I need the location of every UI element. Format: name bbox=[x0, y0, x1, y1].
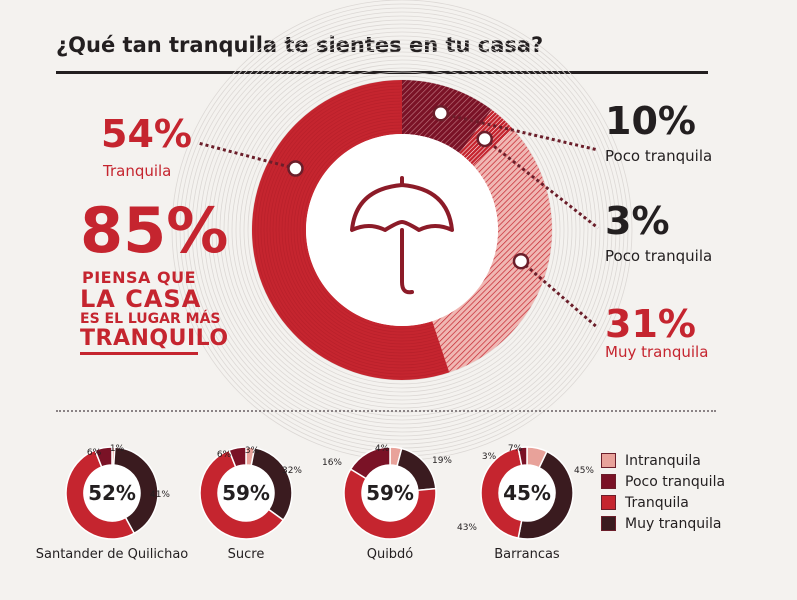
city-slice-label: 1% bbox=[110, 444, 125, 454]
city-slice-label: 16% bbox=[322, 458, 342, 468]
leader-tranquila-line bbox=[197, 141, 296, 170]
legend-swatch bbox=[601, 474, 616, 489]
city-donut-4: 45% 7% 45% 43% 3% bbox=[457, 444, 594, 540]
legend-item: Intranquila bbox=[601, 450, 725, 471]
stat-line4: TRANQUILO bbox=[80, 327, 228, 355]
city-label-barrancas: Barrancas bbox=[494, 547, 560, 562]
umbrella-icon bbox=[350, 176, 454, 295]
legend-label: Intranquila bbox=[625, 452, 701, 469]
city-label-quibdo: Quibdó bbox=[366, 547, 414, 562]
city-slice-label: 7% bbox=[508, 444, 523, 454]
legend: Intranquila Poco tranquila Tranquila Muy… bbox=[601, 450, 725, 534]
stat-value: 85% bbox=[80, 194, 229, 267]
city-donuts: 52%1%41%6%59%3%32%6%59%4%19%16%45%7%45%4… bbox=[65, 444, 594, 540]
slice-label-poco1: Poco tranquila bbox=[605, 147, 713, 165]
stat-line1: PIENSA QUE bbox=[82, 268, 196, 287]
city-donut-2: 59% 3% 32% 6% bbox=[199, 446, 302, 540]
city-label-santander: Santander de Quilichao bbox=[35, 547, 189, 562]
legend-label: Tranquila bbox=[625, 494, 689, 511]
legend-label: Poco tranquila bbox=[625, 473, 726, 490]
leader-muy-dot bbox=[512, 252, 530, 270]
leader-tranquila-dot bbox=[287, 160, 304, 177]
city-slice-label: 3% bbox=[245, 446, 260, 456]
slice-label-poco2: Poco tranquila bbox=[605, 247, 713, 265]
slice-label-muy: Muy tranquila bbox=[605, 343, 709, 361]
legend-item: Tranquila bbox=[601, 492, 725, 513]
slice-label-muy-pct: 31% bbox=[605, 302, 696, 346]
city-slice-label: 4% bbox=[375, 444, 390, 454]
legend-swatch bbox=[601, 495, 616, 510]
city-slice bbox=[65, 449, 136, 540]
leader-poco-1-dot bbox=[432, 105, 450, 122]
slice-label-poco1-pct: 10% bbox=[605, 99, 696, 143]
city-center-value: 59% bbox=[222, 481, 270, 505]
city-donut-3: 59% 4% 19% 16% bbox=[322, 444, 452, 540]
leader-poco-1-line bbox=[440, 111, 599, 152]
city-donut-1: 52% 1% 41% 6% bbox=[65, 444, 170, 540]
city-slice-label: 3% bbox=[482, 452, 497, 462]
city-center-value: 45% bbox=[503, 481, 551, 505]
city-label-sucre: Sucre bbox=[227, 547, 265, 562]
city-donut-hole bbox=[218, 465, 274, 521]
city-center-value: 52% bbox=[88, 481, 136, 505]
leader-poco-2-dot bbox=[476, 130, 493, 148]
legend-swatch bbox=[601, 453, 616, 468]
city-donut-hole bbox=[362, 465, 418, 521]
city-donut-hole bbox=[499, 465, 555, 521]
city-center-value: 59% bbox=[366, 481, 414, 505]
city-slice-label: 6% bbox=[217, 450, 232, 460]
stat-line2: LA CASA bbox=[80, 284, 202, 313]
city-slice-label: 41% bbox=[150, 490, 170, 500]
stat-text: PIENSA QUE LA CASA ES EL LUGAR MÁS TRANQ… bbox=[80, 268, 228, 355]
slice-tranquila bbox=[252, 80, 450, 380]
city-slice-label: 43% bbox=[457, 523, 477, 533]
legend-item: Poco tranquila bbox=[601, 471, 725, 492]
slice-label-tranquila: Tranquila bbox=[103, 162, 172, 180]
section-separator bbox=[56, 410, 716, 412]
slice-label-tranquila-pct: 54% bbox=[101, 112, 192, 156]
leader-poco-2-line bbox=[483, 137, 599, 230]
background-rings bbox=[171, 0, 633, 461]
city-slice-label: 45% bbox=[574, 466, 594, 476]
title-rule bbox=[56, 71, 708, 74]
legend-swatch bbox=[601, 516, 616, 531]
slice-label-poco2-pct: 3% bbox=[605, 199, 670, 243]
city-slice-label: 19% bbox=[432, 456, 452, 466]
stat-line3: ES EL LUGAR MÁS bbox=[80, 310, 221, 327]
city-slice-label: 32% bbox=[282, 466, 302, 476]
slice-texture bbox=[254, 82, 449, 378]
city-donut-hole bbox=[84, 465, 140, 521]
slice-muy-tranquila bbox=[432, 129, 552, 373]
city-slice-label: 6% bbox=[87, 448, 102, 458]
legend-item: Muy tranquila bbox=[601, 513, 725, 534]
leader-muy-line bbox=[519, 260, 599, 330]
legend-label: Muy tranquila bbox=[625, 515, 722, 532]
